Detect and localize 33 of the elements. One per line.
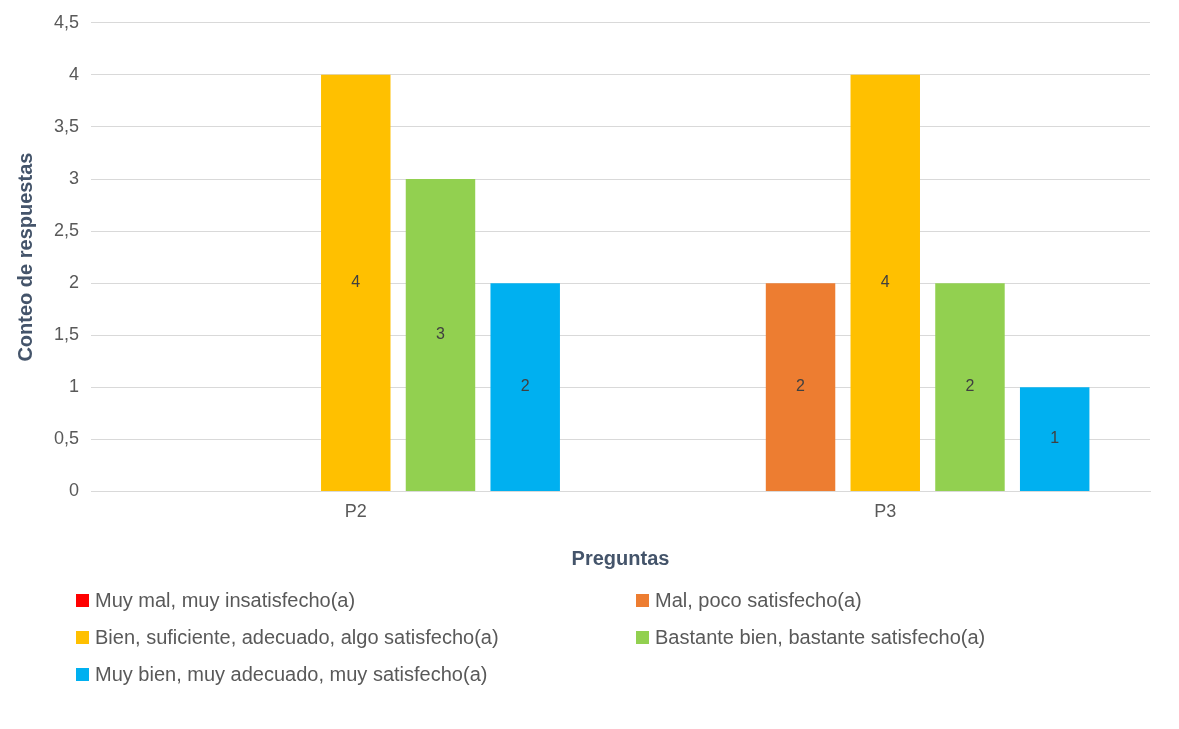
legend-label: Muy bien, muy adecuado, muy satisfecho(a) (95, 663, 488, 686)
y-tick-label: 1 (69, 376, 80, 397)
data-label: 2 (520, 377, 530, 395)
bar (1019, 387, 1090, 491)
bar (405, 179, 476, 491)
legend-label: Mal, poco satisfecho(a) (655, 589, 862, 612)
data-label: 1 (1050, 429, 1060, 447)
y-tick-label: 4 (69, 63, 80, 84)
y-tick-label: 1,5 (53, 324, 80, 345)
x-tick-label: P3 (874, 501, 897, 522)
y-tick-label: 4,5 (53, 11, 80, 32)
data-label: 2 (965, 377, 975, 395)
data-label: 4 (880, 273, 890, 291)
y-tick-label: 2,5 (53, 220, 80, 241)
data-label: 4 (351, 273, 361, 291)
legend-label: Bastante bien, bastante satisfecho(a) (655, 626, 986, 649)
bar (850, 74, 920, 491)
y-tick-label: 0 (69, 480, 80, 501)
bar (935, 283, 1005, 491)
data-label: 2 (796, 377, 806, 395)
bar (490, 283, 560, 491)
y-tick-label: 3,5 (53, 115, 80, 136)
y-axis-title: Conteo de respuestas (13, 152, 36, 362)
bar (765, 283, 836, 491)
x-tick-label: P2 (344, 501, 367, 522)
bar (321, 74, 391, 491)
x-axis-title: Preguntas (571, 546, 670, 569)
y-tick-label: 0,5 (53, 428, 80, 449)
data-label: 3 (436, 325, 446, 343)
y-tick-label: 2 (69, 272, 80, 293)
legend-label: Muy mal, muy insatisfecho(a) (95, 589, 356, 612)
legend-label: Bien, suficiente, adecuado, algo satisfecho(a) (95, 626, 499, 649)
y-tick-label: 3 (69, 167, 80, 188)
